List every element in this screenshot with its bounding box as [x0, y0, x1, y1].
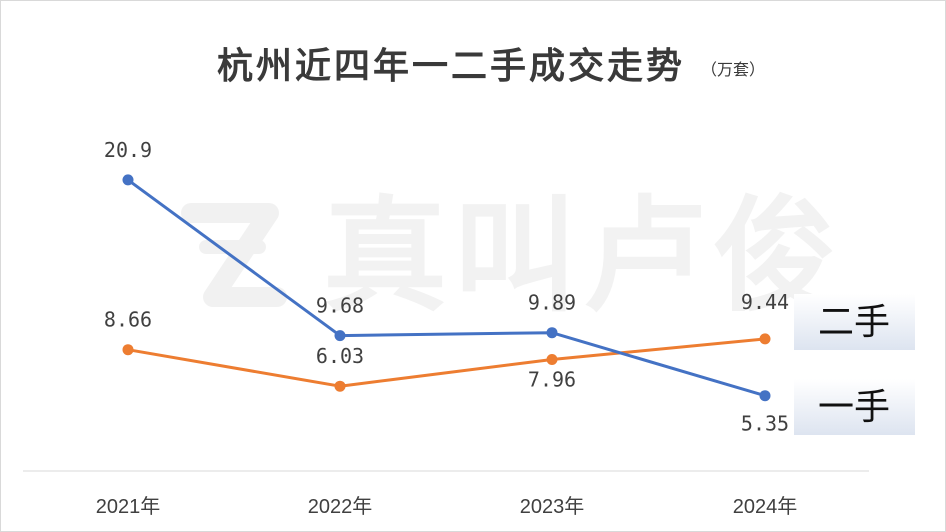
data-point	[759, 333, 771, 345]
watermark-logo-icon	[181, 203, 287, 307]
legend-box-series-2	[794, 294, 915, 350]
x-tick-label: 2021年	[96, 495, 161, 518]
legend: 二手 一手	[794, 294, 915, 435]
data-point	[546, 327, 558, 339]
watermark: 真叫卢俊	[181, 185, 843, 329]
legend-label-series-2: 二手	[818, 302, 890, 343]
data-labels: 20.9 9.68 9.89 5.35 8.66 6.03 7.96 9.44	[104, 138, 789, 436]
chart-title: 杭州近四年一二手成交走势	[217, 45, 685, 87]
watermark-text: 真叫卢俊	[323, 185, 843, 329]
data-point	[759, 390, 771, 402]
legend-item-series-1: 一手	[794, 379, 915, 435]
chart-unit: （万套）	[701, 60, 765, 79]
data-label: 9.44	[741, 290, 789, 314]
data-label: 5.35	[741, 412, 789, 436]
legend-label-series-1: 一手	[818, 387, 890, 428]
x-axis-ticks: 2021年 2022年 2023年 2024年	[96, 495, 798, 518]
x-tick-label: 2023年	[520, 495, 585, 518]
legend-box-series-1	[794, 379, 915, 435]
series-1	[122, 174, 771, 402]
data-point	[122, 174, 134, 186]
data-label: 20.9	[104, 138, 152, 162]
data-point	[122, 344, 134, 356]
data-point	[334, 330, 346, 342]
data-point	[334, 380, 346, 392]
data-label: 9.89	[528, 291, 576, 315]
x-tick-label: 2022年	[308, 495, 373, 518]
series-line-2	[126, 337, 767, 388]
data-label: 8.66	[104, 308, 152, 332]
data-point	[546, 354, 558, 365]
x-tick-label: 2024年	[733, 495, 798, 518]
series-line-1	[126, 178, 767, 398]
legend-item-series-2: 二手	[794, 294, 915, 350]
data-label: 7.96	[528, 368, 576, 392]
series-layer	[122, 174, 771, 402]
chart-title-group: 杭州近四年一二手成交走势 （万套）	[217, 45, 765, 87]
data-label: 6.03	[316, 344, 364, 368]
data-label: 9.68	[316, 294, 364, 318]
series-2	[122, 333, 771, 392]
